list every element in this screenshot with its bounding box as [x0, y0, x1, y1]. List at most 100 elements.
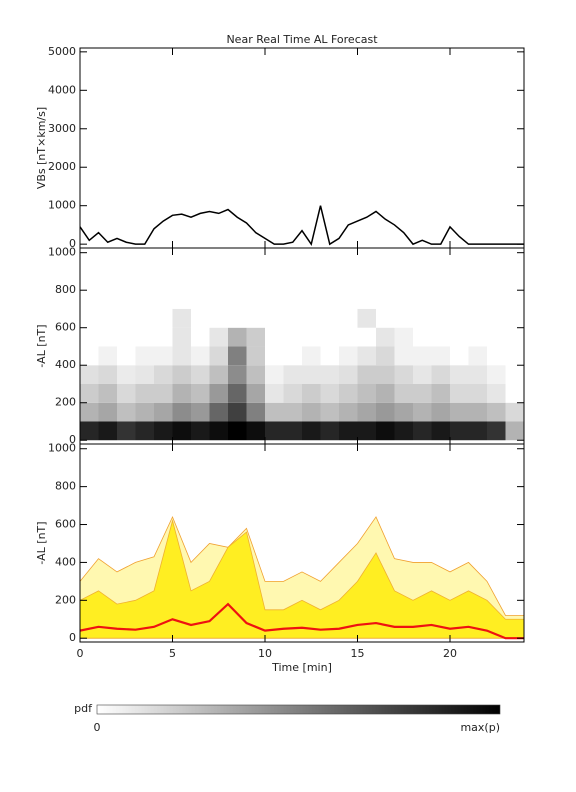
- heatmap-cell: [487, 383, 506, 403]
- heatmap-cell: [265, 402, 284, 422]
- heatmap-cell: [154, 365, 173, 384]
- heatmap-cell: [357, 383, 376, 403]
- y-tick-label: 5000: [48, 45, 76, 58]
- heatmap-cell: [357, 346, 376, 366]
- heatmap-cell: [413, 327, 432, 347]
- heatmap-cell: [191, 346, 210, 366]
- colorbar: [96, 704, 501, 715]
- heatmap-cell: [431, 383, 450, 403]
- heatmap-cell: [265, 346, 284, 366]
- heatmap-cell: [505, 402, 524, 422]
- heatmap-cell: [135, 327, 154, 347]
- heatmap-cell: [80, 308, 99, 328]
- heatmap-cell: [487, 421, 506, 441]
- panel-frame: [79, 47, 525, 249]
- heatmap-cell: [80, 346, 99, 366]
- heatmap-cell: [98, 327, 117, 347]
- y-axis-label: -AL [nT]: [35, 324, 48, 367]
- x-tick-label: 15: [351, 647, 365, 660]
- heatmap-cell: [98, 365, 117, 384]
- heatmap-cell: [191, 327, 210, 347]
- heatmap-cell: [376, 308, 395, 328]
- heatmap-cell: [302, 421, 321, 441]
- heatmap-cell: [246, 308, 265, 328]
- heatmap-cell: [468, 308, 487, 328]
- heatmap-cell: [450, 346, 469, 366]
- heatmap-cell: [357, 402, 376, 422]
- heatmap-cell: [191, 308, 210, 328]
- heatmap-cell: [80, 383, 99, 403]
- y-tick-label: 3000: [48, 122, 76, 135]
- heatmap-cell: [172, 402, 191, 422]
- heatmap-cell: [228, 308, 247, 328]
- heatmap-cell: [302, 346, 321, 366]
- heatmap-cell: [487, 402, 506, 422]
- heatmap-cell: [209, 421, 228, 441]
- heatmap-cell: [487, 308, 506, 328]
- heatmap-cell: [98, 421, 117, 441]
- heatmap-cell: [135, 383, 154, 403]
- y-tick-label: 600: [55, 321, 76, 334]
- y-tick-label: 0: [69, 237, 76, 250]
- y-tick-label: 1000: [48, 199, 76, 212]
- heatmap-cell: [376, 402, 395, 422]
- heatmap-cell: [172, 327, 191, 347]
- y-tick-label: 2000: [48, 160, 76, 173]
- heatmap-cell: [376, 383, 395, 403]
- heatmap-cell: [431, 346, 450, 366]
- heatmap-cell: [228, 327, 247, 347]
- heatmap-cell: [246, 346, 265, 366]
- heatmap-cell: [394, 346, 413, 366]
- heatmap-cell: [413, 421, 432, 441]
- heatmap-cell: [265, 308, 284, 328]
- heatmap-cell: [505, 308, 524, 328]
- x-axis-label: Time [min]: [271, 661, 332, 674]
- heatmap-cell: [246, 421, 265, 441]
- heatmap-cell: [283, 402, 302, 422]
- heatmap-cell: [228, 346, 247, 366]
- heatmap-cell: [172, 421, 191, 441]
- heatmap-cell: [228, 365, 247, 384]
- panel-frame: [79, 443, 525, 643]
- heatmap-cell: [98, 346, 117, 366]
- heatmap-cell: [191, 365, 210, 384]
- heatmap-cell: [228, 402, 247, 422]
- heatmap-cell: [394, 365, 413, 384]
- heatmap-cell: [320, 308, 339, 328]
- heatmap-cell: [117, 421, 136, 441]
- heatmap-cell: [339, 421, 358, 441]
- median-line: [79, 602, 524, 640]
- heatmap-cell: [450, 402, 469, 422]
- heatmap-cell: [283, 383, 302, 403]
- heatmap-cell: [228, 383, 247, 403]
- heatmap-cell: [413, 308, 432, 328]
- heatmap-cell: [302, 383, 321, 403]
- heatmap-cell: [487, 327, 506, 347]
- heatmap-cell: [117, 346, 136, 366]
- heatmap-cell: [302, 402, 321, 422]
- heatmap-cell: [357, 365, 376, 384]
- heatmap-cell: [320, 402, 339, 422]
- heatmap-cell: [98, 402, 117, 422]
- heatmap-cell: [450, 327, 469, 347]
- heatmap-cell: [505, 365, 524, 384]
- heatmap-cell: [98, 308, 117, 328]
- heatmap-cell: [246, 402, 265, 422]
- x-tick-label: 20: [443, 647, 457, 660]
- heatmap-cell: [209, 327, 228, 347]
- heatmap-cell: [468, 346, 487, 366]
- heatmap-cell: [487, 365, 506, 384]
- heatmap-cell: [468, 421, 487, 441]
- y-tick-label: 0: [69, 631, 76, 644]
- heatmap-cell: [117, 308, 136, 328]
- colorbar-label: pdf: [74, 702, 93, 715]
- heatmap-cell: [98, 383, 117, 403]
- heatmap-cell: [265, 365, 284, 384]
- heatmap-cell: [246, 365, 265, 384]
- heatmap-cell: [320, 365, 339, 384]
- heatmap-cell: [505, 346, 524, 366]
- heatmap-cell: [117, 327, 136, 347]
- heatmap-cell: [450, 383, 469, 403]
- y-axis-label: -AL [nT]: [35, 521, 48, 564]
- y-tick-label: 1000: [48, 442, 76, 455]
